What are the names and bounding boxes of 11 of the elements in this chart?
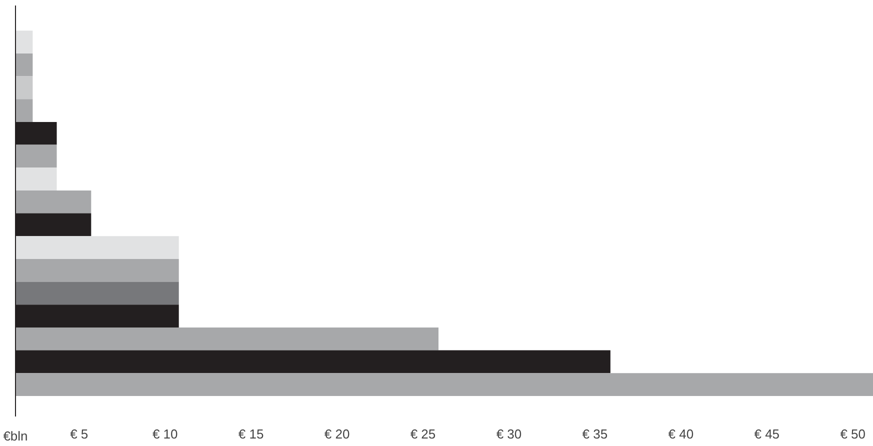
x-tick-label: € 45 [754,426,780,442]
x-tick-label: € 25 [410,426,436,442]
x-axis-title: €bln [3,428,28,444]
x-tick-label: € 40 [668,426,694,442]
x-tick-label: € 35 [582,426,608,442]
x-tick-label: € 5 [70,426,88,442]
x-tick-label: € 10 [152,426,178,442]
x-tick-label: € 30 [496,426,522,442]
x-tick-label: € 50 [840,426,866,442]
x-tick-label: € 15 [238,426,264,442]
x-tick-label: € 20 [324,426,350,442]
